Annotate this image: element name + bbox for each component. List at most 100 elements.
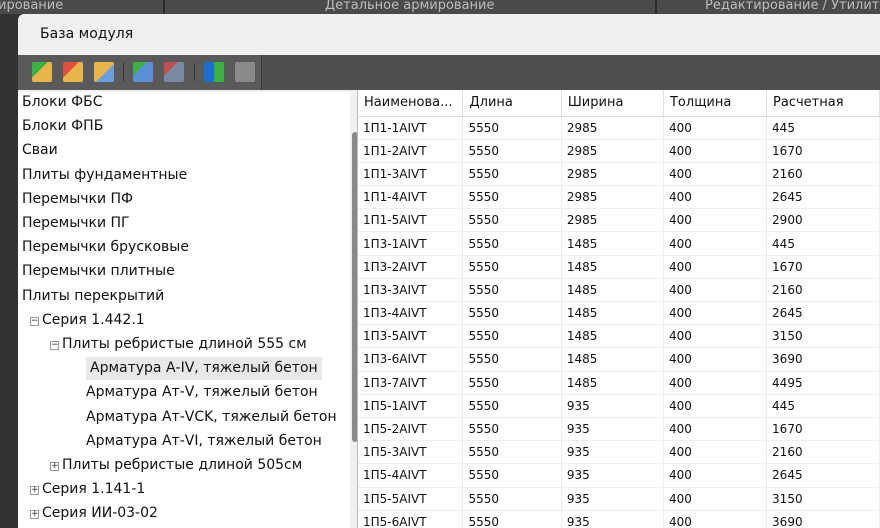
table-cell[interactable]: 400 <box>663 301 768 326</box>
table-cell[interactable]: 1670 <box>766 139 880 163</box>
table-row[interactable]: 1П3-2AIVT 5550 1485 400 1670 <box>358 255 880 279</box>
tree-item[interactable]: Перемычки ПФ <box>22 188 133 211</box>
table-cell[interactable]: 1485 <box>561 371 664 395</box>
table-cell[interactable]: 1485 <box>561 324 664 349</box>
table-cell[interactable]: 2985 <box>561 162 664 187</box>
export-document-icon[interactable] <box>235 62 255 82</box>
table-row[interactable]: 1П5-6AIVT 5550 935 400 3690 <box>358 510 880 528</box>
table-cell[interactable]: 1П3-2AIVT <box>358 255 464 279</box>
table-cell[interactable]: 1670 <box>766 417 880 442</box>
tree-item[interactable]: Перемычки плитные <box>22 260 175 283</box>
table-row[interactable]: 1П1-4AIVT 5550 2985 400 2645 <box>358 185 880 210</box>
table-cell[interactable]: 2160 <box>766 278 880 303</box>
table-cell[interactable]: 2645 <box>766 463 880 488</box>
delete-table-icon[interactable] <box>164 62 184 82</box>
table-cell[interactable]: 935 <box>561 394 664 418</box>
table-cell[interactable]: 400 <box>663 417 768 442</box>
table-cell[interactable]: 5550 <box>462 440 562 465</box>
tree-item[interactable]: Блоки ФБС <box>22 92 103 114</box>
table-cell[interactable]: 5550 <box>462 324 562 349</box>
table-cell[interactable]: 935 <box>561 487 664 511</box>
table-cell[interactable]: 2160 <box>766 440 880 465</box>
table-cell[interactable]: 400 <box>663 208 768 233</box>
table-cell[interactable]: 2645 <box>766 301 880 326</box>
table-cell[interactable]: 400 <box>663 255 768 279</box>
tree-item[interactable]: Блоки ФПБ <box>22 115 103 138</box>
category-tree[interactable]: Блоки ФБС Блоки ФПБ Сваи Плиты фундаментные… <box>18 92 350 528</box>
table-cell[interactable]: 1П1-4AIVT <box>358 185 464 210</box>
tree-item[interactable]: Плиты фундаментные <box>22 164 187 187</box>
table-cell[interactable]: 5550 <box>462 487 562 511</box>
table-cell[interactable]: 2160 <box>766 162 880 187</box>
table-row[interactable]: 1П1-1AIVT 5550 2985 400 445 <box>358 116 880 140</box>
table-cell[interactable]: 400 <box>663 487 768 511</box>
expand-icon[interactable]: + <box>50 461 59 471</box>
add-table-icon[interactable] <box>133 62 153 82</box>
table-cell[interactable]: 400 <box>663 231 768 256</box>
table-cell[interactable]: 2985 <box>561 208 664 233</box>
table-cell[interactable]: 5550 <box>462 139 562 163</box>
table-cell[interactable]: 400 <box>663 347 768 372</box>
column-header[interactable]: Расчетная <box>766 90 880 117</box>
tree-item[interactable]: Плиты перекрытий <box>22 285 164 308</box>
table-cell[interactable]: 400 <box>663 185 768 210</box>
table-cell[interactable]: 5550 <box>462 162 562 187</box>
expand-icon[interactable]: + <box>30 509 39 520</box>
table-cell[interactable]: 5550 <box>462 208 562 233</box>
table-cell[interactable]: 1670 <box>766 255 880 279</box>
table-cell[interactable]: 1П5-2AIVT <box>358 417 464 442</box>
column-header[interactable]: Ширина <box>561 90 664 117</box>
table-cell[interactable]: 1П1-3AIVT <box>358 162 464 187</box>
table-cell[interactable]: 5550 <box>462 301 562 326</box>
table-cell[interactable]: 1485 <box>561 231 664 256</box>
table-cell[interactable]: 445 <box>766 231 880 256</box>
table-cell[interactable]: 1П5-5AIVT <box>358 487 464 511</box>
table-cell[interactable]: 400 <box>663 278 768 303</box>
table-cell[interactable]: 2985 <box>561 185 664 210</box>
import-icon[interactable] <box>204 62 224 82</box>
table-cell[interactable]: 935 <box>561 417 664 442</box>
collapse-icon[interactable]: − <box>30 315 39 326</box>
tree-item[interactable]: − Плиты ребристые длиной 555 см <box>50 333 307 356</box>
table-cell[interactable]: 400 <box>663 371 768 395</box>
table-cell[interactable]: 5550 <box>462 255 562 279</box>
table-cell[interactable]: 400 <box>663 463 768 488</box>
table-cell[interactable]: 5550 <box>462 463 562 488</box>
tree-item[interactable]: Арматура Ат-VCK, тяжелый бетон <box>86 406 337 429</box>
table-row[interactable]: 1П3-4AIVT 5550 1485 400 2645 <box>358 301 880 326</box>
table-cell[interactable]: 400 <box>663 162 768 187</box>
tree-item[interactable]: + Серия ИИ-03-02 <box>30 502 158 525</box>
table-cell[interactable]: 1П5-4AIVT <box>358 463 464 488</box>
table-row[interactable]: 1П3-7AIVT 5550 1485 400 4495 <box>358 371 880 395</box>
table-cell[interactable]: 1П1-2AIVT <box>358 139 464 163</box>
table-cell[interactable]: 1П5-1AIVT <box>358 394 464 418</box>
tree-item[interactable]: Арматура Ат-V, тяжелый бетон <box>86 381 318 404</box>
table-cell[interactable]: 1П3-3AIVT <box>358 278 464 303</box>
table-cell[interactable]: 4495 <box>766 371 880 395</box>
table-cell[interactable]: 1П3-1AIVT <box>358 231 464 256</box>
table-cell[interactable]: 5550 <box>462 278 562 303</box>
table-cell[interactable]: 935 <box>561 510 664 528</box>
table-cell[interactable]: 1П3-7AIVT <box>358 371 464 395</box>
table-row[interactable]: 1П5-4AIVT 5550 935 400 2645 <box>358 463 880 488</box>
table-cell[interactable]: 400 <box>663 116 768 140</box>
table-cell[interactable]: 1485 <box>561 255 664 279</box>
table-cell[interactable]: 1485 <box>561 278 664 303</box>
table-cell[interactable]: 400 <box>663 440 768 465</box>
tree-item[interactable]: Арматура А-IV, тяжелый бетон <box>86 357 322 381</box>
table-row[interactable]: 1П3-3AIVT 5550 1485 400 2160 <box>358 278 880 303</box>
table-cell[interactable]: 400 <box>663 510 768 528</box>
column-header[interactable]: Наименова... <box>358 90 464 117</box>
table-cell[interactable]: 400 <box>663 394 768 418</box>
table-cell[interactable]: 445 <box>766 116 880 140</box>
table-row[interactable]: 1П5-1AIVT 5550 935 400 445 <box>358 394 880 418</box>
column-header[interactable]: Толщина <box>663 90 768 117</box>
table-row[interactable]: 1П5-5AIVT 5550 935 400 3150 <box>358 487 880 511</box>
ribbon-tab[interactable]: Редактирование / Утилит <box>705 0 880 13</box>
scrollbar-thumb[interactable] <box>352 132 358 442</box>
table-row[interactable]: 1П5-3AIVT 5550 935 400 2160 <box>358 440 880 465</box>
tree-item[interactable]: Сваи <box>22 139 58 162</box>
table-row[interactable]: 1П1-5AIVT 5550 2985 400 2900 <box>358 208 880 233</box>
table-cell[interactable]: 1П1-1AIVT <box>358 116 464 140</box>
table-cell[interactable]: 1П5-6AIVT <box>358 510 464 528</box>
